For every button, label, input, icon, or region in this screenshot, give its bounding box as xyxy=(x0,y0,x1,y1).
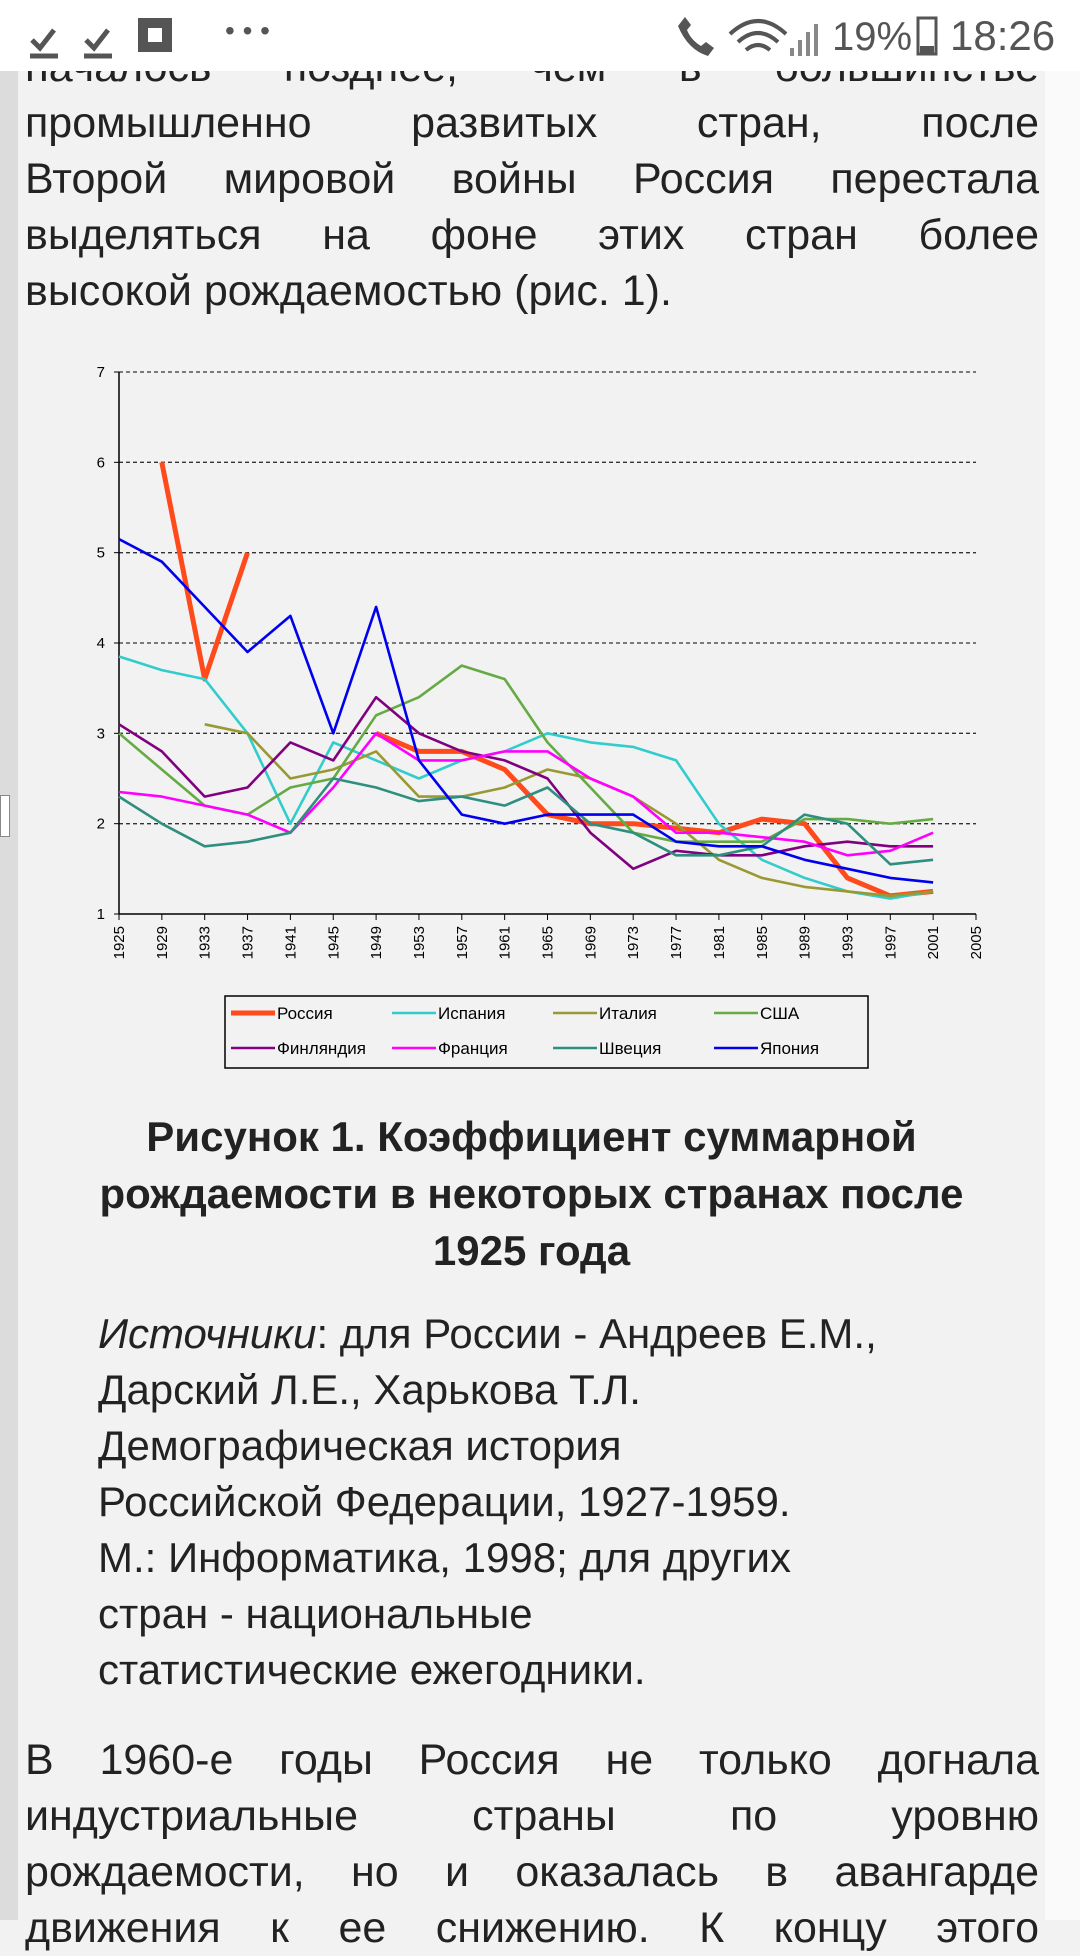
battery-percent: 19% xyxy=(832,15,912,59)
app-icon-inner xyxy=(148,28,162,42)
source-line: статистические ежегодники. xyxy=(98,1642,646,1698)
y-tick-label: 1 xyxy=(97,906,105,923)
x-tick-label: 1989 xyxy=(797,926,814,959)
legend-label: Италия xyxy=(599,1004,657,1023)
call-icon xyxy=(678,17,714,56)
legend-label: США xyxy=(760,1004,800,1023)
source-line: Дарский Л.Е., Харькова Т.Л. xyxy=(98,1362,641,1418)
source-text: Демографическая история xyxy=(98,1422,622,1469)
x-tick-label: 2001 xyxy=(925,926,942,959)
series-line xyxy=(118,777,934,866)
text-line: промышленно развитых стран, после xyxy=(25,99,1039,147)
series-line xyxy=(204,723,934,898)
x-tick-label: 1937 xyxy=(240,926,257,959)
y-tick-label: 5 xyxy=(97,545,105,562)
source-text: стран - национальные xyxy=(98,1590,533,1637)
x-tick-label: 1929 xyxy=(154,926,171,959)
text-line: высокой рождаемостью (рис. 1). xyxy=(25,267,672,315)
status-bar: • • • 19% 18:26 xyxy=(0,0,1080,71)
side-tab[interactable] xyxy=(0,795,10,837)
source-line: М.: Информатика, 1998; для других xyxy=(98,1530,791,1586)
source-text: статистические ежегодники. xyxy=(98,1646,646,1693)
x-tick-label: 1977 xyxy=(668,926,685,959)
x-tick-label: 1969 xyxy=(582,926,599,959)
source-text: : для России - Андреев Е.М., xyxy=(316,1310,877,1357)
x-tick-label: 1925 xyxy=(111,926,128,959)
left-edge xyxy=(0,0,18,1920)
legend-label: Швеция xyxy=(599,1039,661,1058)
source-text: Дарский Л.Е., Харькова Т.Л. xyxy=(98,1366,641,1413)
x-tick-label: 1941 xyxy=(282,926,299,959)
x-tick-label: 1949 xyxy=(368,926,385,959)
y-tick-label: 7 xyxy=(97,364,105,381)
x-tick-label: 1961 xyxy=(497,926,514,959)
y-tick-label: 6 xyxy=(97,454,105,471)
series-line xyxy=(118,537,934,884)
text-line: индустриальные страны по уровню xyxy=(25,1792,1039,1840)
notification-icon xyxy=(30,28,112,59)
source-text: Российской Федерации, 1927-1959. xyxy=(98,1478,791,1525)
caption-line: рождаемости в некоторых странах после xyxy=(99,1170,964,1217)
legend-label: Япония xyxy=(760,1039,819,1058)
legend-box xyxy=(224,995,869,1069)
x-tick-label: 1993 xyxy=(839,926,856,959)
source-line: стран - национальные xyxy=(98,1586,533,1642)
legend-label: Испания xyxy=(438,1004,505,1023)
x-tick-label: 1953 xyxy=(411,926,428,959)
source-line: Российской Федерации, 1927-1959. xyxy=(98,1474,791,1530)
source-text: М.: Информатика, 1998; для других xyxy=(98,1534,792,1581)
y-tick-label: 3 xyxy=(97,725,105,742)
caption-line: 1925 года xyxy=(432,1227,631,1274)
text-line: В 1960-е годы Россия не только догнала xyxy=(25,1736,1039,1784)
text-line: движения к ее снижению. К концу этого xyxy=(25,1904,1039,1952)
x-tick-label: 1965 xyxy=(540,926,557,959)
legend-label: Финляндия xyxy=(277,1039,366,1058)
source-line: Источники: для России - Андреев Е.М., xyxy=(98,1306,877,1362)
legend-label: Россия xyxy=(277,1004,333,1023)
x-tick-label: 1945 xyxy=(325,926,342,959)
status-icons: • • • 19% 18:26 xyxy=(30,12,1055,59)
source-label: Источники xyxy=(98,1310,317,1357)
more-icon: • • • xyxy=(225,15,270,46)
text-line: Второй мировой войны Россия перестала xyxy=(25,155,1039,203)
battery-level xyxy=(920,46,934,53)
series-line xyxy=(118,695,934,871)
text-line: выделяться на фоне этих стран более xyxy=(25,211,1039,259)
x-tick-label: 1997 xyxy=(882,926,899,959)
x-tick-label: 1973 xyxy=(625,926,642,959)
series-line xyxy=(118,655,934,900)
series-line xyxy=(118,664,934,843)
x-tick-label: 1957 xyxy=(454,926,471,959)
wifi-icon xyxy=(728,19,788,52)
x-tick-label: 1933 xyxy=(197,926,214,959)
y-tick-label: 2 xyxy=(97,816,105,833)
right-edge xyxy=(1045,0,1080,1920)
x-tick-label: 2005 xyxy=(968,926,985,959)
caption-line: Рисунок 1. Коэффициент суммарной xyxy=(146,1113,917,1160)
y-tick-label: 4 xyxy=(97,635,105,652)
series-line xyxy=(118,732,934,857)
legend-label: Франция xyxy=(438,1039,508,1058)
source-line: Демографическая история xyxy=(98,1418,622,1474)
x-tick-label: 1981 xyxy=(711,926,728,959)
battery-icon xyxy=(916,16,938,56)
chart: 1 2 3 4 5 6 7 1925 1929 1933 1937 1941 1945 1949 1953 1… xyxy=(97,364,985,1069)
x-tick-label: 1985 xyxy=(754,926,771,959)
clock: 18:26 xyxy=(950,12,1055,59)
text-line: рождаемости, но и оказалась в авангарде xyxy=(25,1848,1039,1896)
signal-icon xyxy=(790,24,818,56)
